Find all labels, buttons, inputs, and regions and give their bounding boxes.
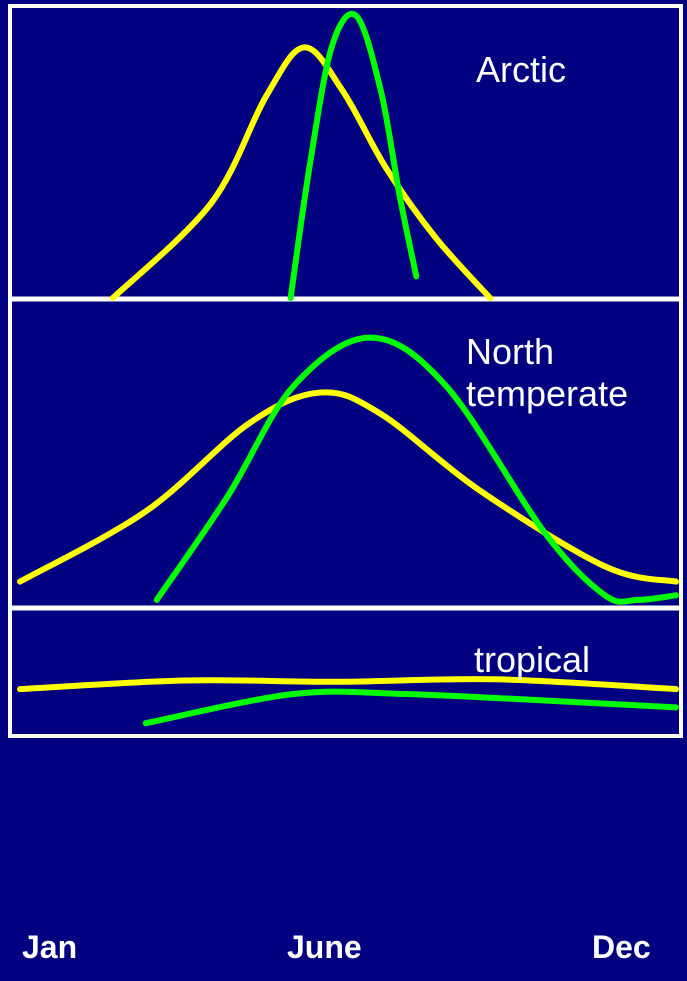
x-tick-label-jan: Jan — [22, 929, 77, 965]
panel-label-north-temperate-line-2: temperate — [466, 373, 628, 414]
north-temperate-yellow-curve — [17, 389, 679, 585]
outer-border — [8, 4, 683, 738]
panel-label-north-temperate: North temperate — [466, 331, 628, 414]
x-axis-labels: Jan June Dec — [22, 929, 651, 965]
north-temperate-green-curve — [153, 334, 679, 605]
arctic-green-curve — [287, 11, 420, 301]
curve-layer — [17, 11, 679, 727]
arctic-yellow-curve — [109, 44, 494, 301]
panel-label-north-temperate-line-1: North — [466, 331, 554, 372]
tropical-yellow-curve — [17, 676, 679, 693]
tropical-green-curve — [142, 688, 679, 727]
panel-label-arctic: Arctic — [476, 49, 566, 90]
x-tick-label-dec: Dec — [592, 929, 651, 965]
panel-arctic — [109, 11, 494, 301]
panel-label-tropical: tropical — [474, 639, 590, 680]
panel-frame — [8, 4, 683, 738]
panel-tropical — [17, 676, 679, 727]
panel-north-temperate — [17, 334, 679, 605]
x-tick-label-june: June — [287, 929, 362, 965]
